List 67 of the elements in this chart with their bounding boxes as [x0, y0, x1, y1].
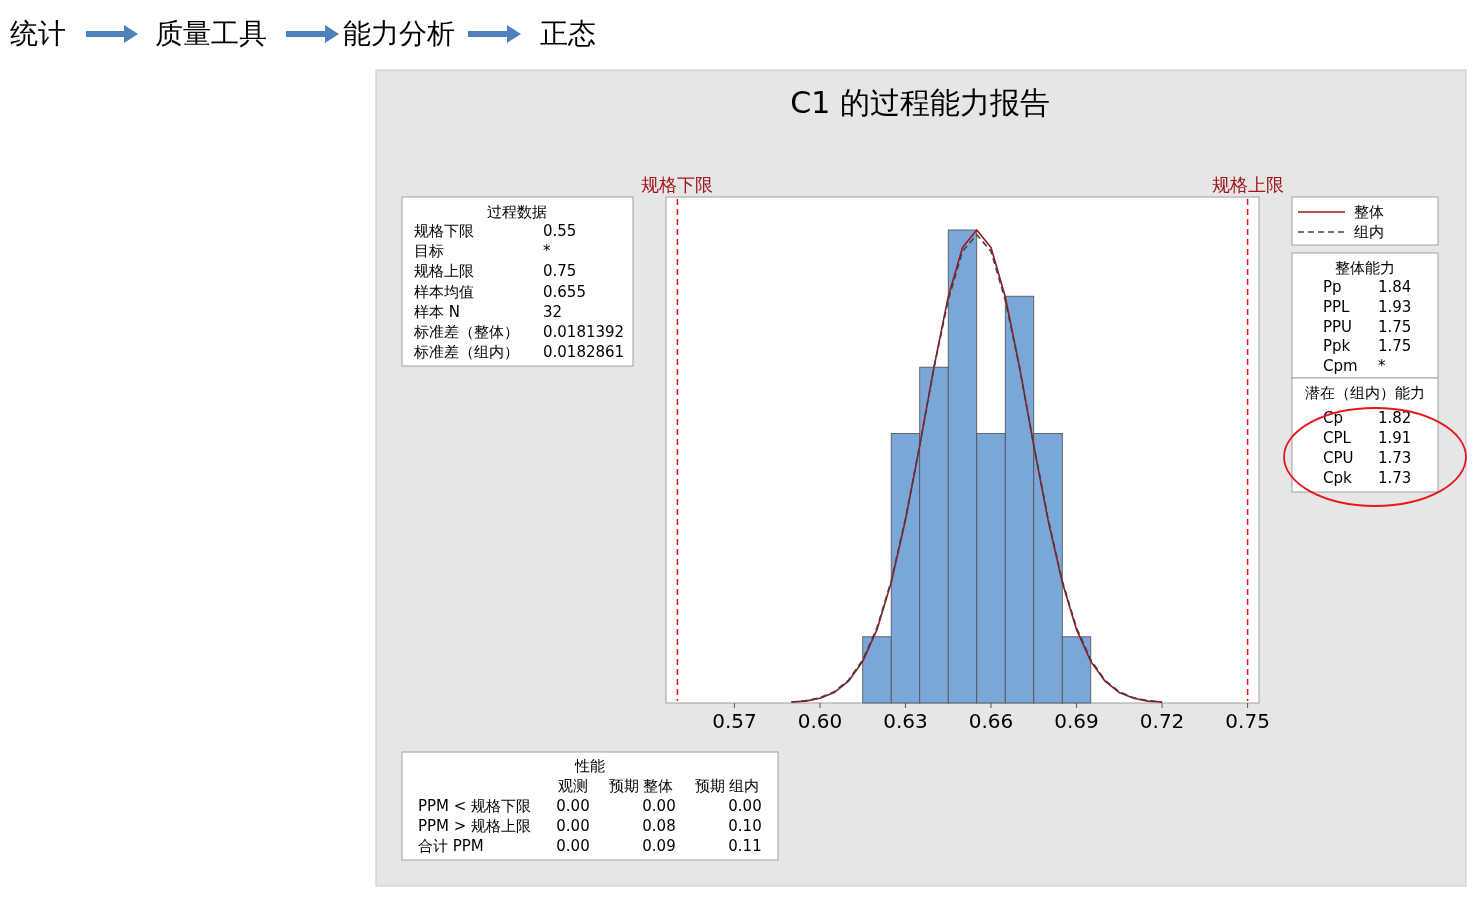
chart-title: C1 的过程能力报告 [790, 85, 1050, 120]
text: 1.75 [1378, 337, 1412, 356]
text: Pp [1323, 278, 1342, 296]
text: Cpm [1323, 357, 1358, 376]
text: 0.0182861 [543, 343, 625, 362]
text: Cpk [1323, 469, 1352, 487]
text: 0.0181392 [543, 323, 625, 341]
text: Cp [1323, 409, 1343, 427]
text: 0.55 [543, 222, 577, 240]
text: 预期 整体 [608, 777, 674, 795]
x-tick-label: 0.63 [883, 709, 928, 733]
text: 潜在（组内）能力 [1305, 384, 1425, 402]
text: * [1378, 357, 1386, 376]
legend-label: 组内 [1354, 223, 1384, 241]
text: 0.655 [543, 282, 586, 301]
text: 0.08 [642, 817, 676, 835]
text: 1.75 [1378, 317, 1412, 336]
text: 合计 PPM [418, 837, 484, 855]
text: 正态 [540, 17, 596, 50]
text: PPL [1323, 297, 1351, 316]
text: 0.10 [728, 817, 762, 835]
text: PPM < 规格下限 [418, 797, 532, 815]
text: 0.00 [642, 797, 676, 815]
text: 1.73 [1378, 469, 1412, 487]
text: * [543, 242, 551, 261]
text: 目标 [414, 242, 444, 261]
text: 整体能力 [1335, 259, 1395, 277]
text: 0.09 [642, 837, 676, 855]
text: 标准差（组内） [413, 343, 519, 362]
text: PPU [1323, 317, 1353, 336]
text: 0.11 [728, 837, 762, 855]
text: 32 [543, 302, 563, 321]
text: 1.82 [1378, 409, 1412, 427]
x-tick-label: 0.72 [1139, 709, 1185, 733]
text: 性能 [574, 757, 605, 775]
text: PPM > 规格上限 [418, 817, 532, 835]
text: 0.00 [556, 837, 590, 855]
text: 标准差（整体） [413, 323, 519, 341]
text: 1.93 [1378, 297, 1412, 316]
x-tick-label: 0.57 [712, 709, 757, 733]
ref-line-label: 规格上限 [1211, 174, 1284, 195]
text: 0.75 [543, 262, 577, 281]
text: 1.91 [1378, 429, 1412, 447]
text: 样本 N [414, 302, 460, 321]
legend-label: 整体 [1354, 203, 1384, 221]
text: CPU [1323, 449, 1354, 467]
text: 过程数据 [487, 203, 547, 221]
ref-line-label: 规格下限 [641, 174, 714, 195]
x-tick-label: 0.60 [797, 709, 843, 733]
text: 统计 [10, 17, 66, 50]
text: 观测 [558, 777, 588, 795]
text: 0.00 [728, 797, 762, 815]
text: 预期 组内 [694, 777, 760, 795]
x-tick-label: 0.66 [968, 709, 1014, 733]
text: 质量工具 [155, 17, 267, 50]
text: 1.73 [1378, 449, 1412, 467]
x-tick-label: 0.69 [1054, 709, 1099, 733]
text: 0.00 [556, 797, 590, 815]
text: 1.84 [1378, 278, 1412, 296]
text: 能力分析 [343, 17, 455, 50]
x-tick-label: 0.75 [1225, 709, 1270, 733]
text: 样本均值 [414, 282, 474, 301]
text: 规格下限 [414, 222, 474, 240]
text: 规格上限 [414, 262, 474, 281]
text: 0.00 [556, 817, 590, 835]
text: CPL [1323, 429, 1352, 447]
text: Ppk [1323, 337, 1351, 356]
